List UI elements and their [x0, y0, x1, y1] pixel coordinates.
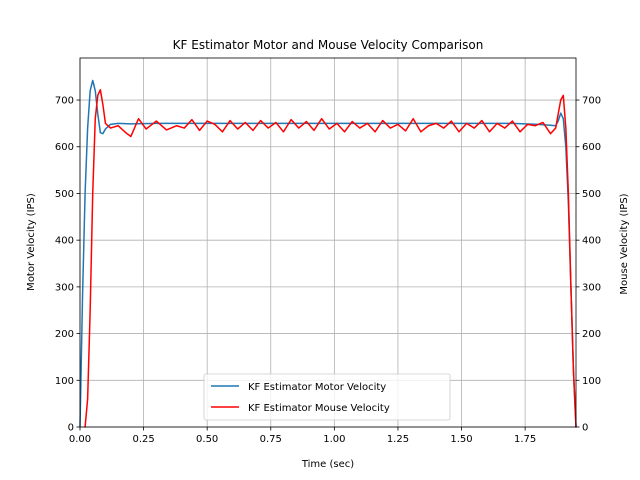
- y-tick-label-left: 0: [68, 423, 74, 434]
- y-tick-label-left: 300: [55, 282, 74, 293]
- x-axis-label: Time (sec): [301, 459, 354, 470]
- y-axis-label-left: Motor Velocity (IPS): [26, 193, 37, 291]
- y-tick-label-left: 700: [55, 96, 74, 107]
- x-tick-label: 0.25: [132, 434, 154, 445]
- x-tick-label: 0.00: [69, 434, 91, 445]
- series-layer: [79, 79, 577, 428]
- y-axis-label-right: Mouse Velocity (IPS): [619, 193, 630, 294]
- y-tick-label-right: 400: [582, 236, 601, 247]
- x-axis: 0.00 0.25 0.50 0.75 1.00 1.25 1.50 1.75: [69, 427, 536, 445]
- y-tick-label-right: 0: [582, 423, 588, 434]
- legend-box: [203, 373, 451, 421]
- y-tick-label-right: 200: [582, 329, 601, 340]
- grid: [79, 58, 576, 428]
- plot-frame: [79, 57, 577, 428]
- y-tick-label-right: 100: [582, 376, 601, 387]
- y-axis-right: 0 100 200 300 400 500 600 700: [576, 96, 601, 434]
- x-tick-label: 0.75: [260, 434, 282, 445]
- y-tick-label-left: 600: [55, 142, 74, 153]
- x-tick-label: 1.00: [323, 434, 345, 445]
- series-line-motor-velocity: [79, 79, 577, 428]
- x-tick-label: 1.25: [387, 434, 409, 445]
- y-tick-label-left: 400: [55, 236, 74, 247]
- x-tick-label: 0.50: [196, 434, 218, 445]
- y-tick-label-right: 300: [582, 282, 601, 293]
- y-tick-label-left: 100: [55, 376, 74, 387]
- x-tick-label: 1.75: [514, 434, 536, 445]
- y-axis-left: 0 100 200 300 400 500 600 700: [55, 96, 80, 434]
- y-tick-label-right: 600: [582, 142, 601, 153]
- y-tick-label-right: 700: [582, 96, 601, 107]
- legend-label-mouse: KF Estimator Mouse Velocity: [248, 403, 390, 414]
- x-tick-label: 1.50: [450, 434, 472, 445]
- legend: KF Estimator Motor Velocity KF Estimator…: [203, 373, 451, 421]
- series-line-mouse-velocity: [84, 89, 577, 428]
- y-tick-label-left: 200: [55, 329, 74, 340]
- legend-label-motor: KF Estimator Motor Velocity: [248, 382, 386, 393]
- y-tick-label-right: 500: [582, 189, 601, 200]
- y-tick-label-left: 500: [55, 189, 74, 200]
- chart-title: KF Estimator Motor and Mouse Velocity Co…: [173, 38, 484, 52]
